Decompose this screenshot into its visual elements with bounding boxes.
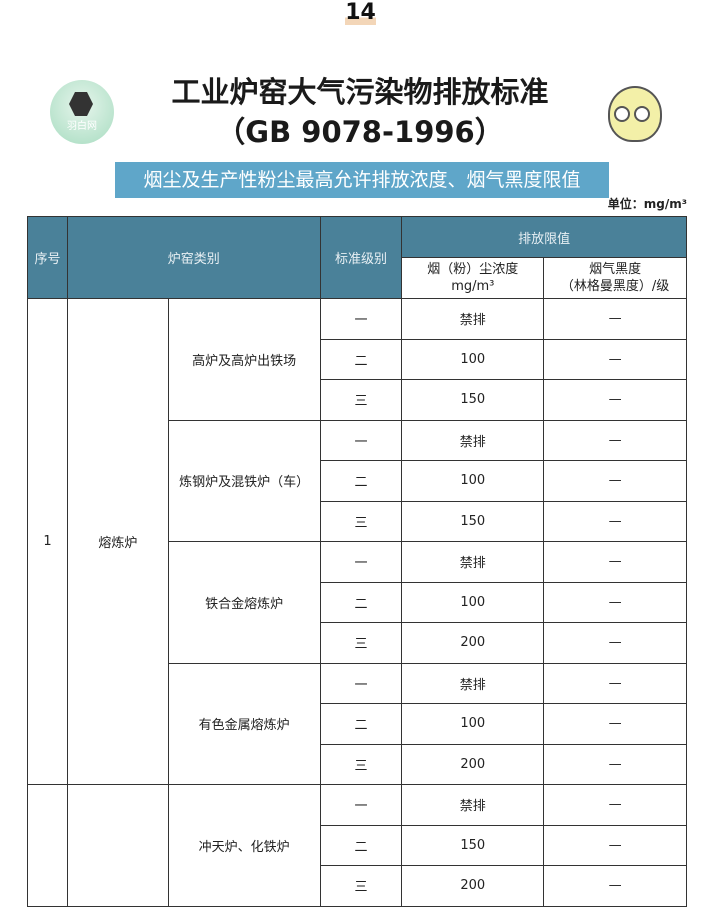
standard-level: 三 <box>319 379 403 421</box>
table-row: 冲天炉、化铁炉一禁排 — <box>27 784 687 907</box>
standard-level: 二 <box>319 460 403 502</box>
row-number <box>27 784 68 907</box>
table-row: 1 熔炼炉 高炉及高炉出铁场一禁排 — <box>27 298 687 785</box>
smoke-limit: — <box>543 460 687 502</box>
table-row: 二 100— <box>28 460 687 502</box>
smoke-limit: — <box>543 298 687 340</box>
standard-level: 二 <box>319 824 403 866</box>
table-row: 三 200— <box>28 622 687 664</box>
dust-limit: 200 <box>401 865 545 907</box>
furnace-type: 炼钢炉及混铁炉（车） <box>167 419 321 542</box>
mascot-icon <box>608 86 662 142</box>
smoke-limit: — <box>543 419 687 461</box>
standard-level: 一 <box>319 419 403 461</box>
emission-table: 序号 炉窑类别 标准级别 排放限值 烟（粉）尘浓度 mg/m³ 烟气黑度 （林格曼黑… <box>27 216 687 907</box>
header-category: 炉窑类别 <box>66 216 321 299</box>
table-row: 有色金属熔炼炉一禁排 — <box>28 662 687 785</box>
standard-level: 一 <box>319 662 403 704</box>
table-row: 炼钢炉及混铁炉（车）一禁排 — <box>28 419 687 542</box>
table-row: 三 150— <box>28 500 687 542</box>
dust-limit: 150 <box>401 379 545 421</box>
header-smoke: 烟气黑度 （林格曼黑度）/级 <box>543 257 687 299</box>
header-dust: 烟（粉）尘浓度 mg/m³ <box>401 257 545 299</box>
dust-limit: 禁排 <box>401 419 545 461</box>
header-no: 序号 <box>27 216 68 299</box>
standard-level: 三 <box>319 743 403 785</box>
smoke-limit: — <box>543 784 687 826</box>
standard-level: 二 <box>319 581 403 623</box>
furnace-category <box>66 784 169 907</box>
standard-level: 一 <box>319 541 403 583</box>
furnace-type: 冲天炉、化铁炉 <box>167 784 321 907</box>
dust-limit: 禁排 <box>401 298 545 340</box>
dust-limit: 100 <box>401 581 545 623</box>
standard-level: 三 <box>319 622 403 664</box>
smoke-limit: — <box>543 662 687 704</box>
smoke-limit: — <box>543 541 687 583</box>
standard-level: 二 <box>319 338 403 380</box>
standard-level: 三 <box>319 500 403 542</box>
smoke-limit: — <box>543 824 687 866</box>
dust-limit: 100 <box>401 460 545 502</box>
furnace-category: 熔炼炉 <box>66 298 169 785</box>
table-row: 二 100— <box>28 703 687 745</box>
smoke-limit: — <box>543 500 687 542</box>
logo-icon <box>69 92 93 116</box>
header-level: 标准级别 <box>319 216 403 299</box>
row-number: 1 <box>27 298 68 785</box>
furnace-type: 高炉及高炉出铁场 <box>167 298 321 421</box>
dust-limit: 200 <box>401 743 545 785</box>
standard-level: 一 <box>319 784 403 826</box>
smoke-limit: — <box>543 622 687 664</box>
furnace-type: 铁合金熔炼炉 <box>167 541 321 664</box>
table-row: 二 100— <box>28 581 687 623</box>
standard-level: 三 <box>319 865 403 907</box>
logo: 羽白网 <box>50 80 114 144</box>
unit-label: 单位：mg/m³ <box>607 197 687 211</box>
smoke-limit: — <box>543 743 687 785</box>
dust-limit: 150 <box>401 824 545 866</box>
dust-limit: 100 <box>401 338 545 380</box>
dust-limit: 禁排 <box>401 541 545 583</box>
table-row: 三 150— <box>28 379 687 421</box>
smoke-limit: — <box>543 703 687 745</box>
standard-level: 二 <box>319 703 403 745</box>
dust-limit: 禁排 <box>401 662 545 704</box>
page-number: 14 <box>345 0 376 25</box>
smoke-limit: — <box>543 865 687 907</box>
dust-limit: 100 <box>401 703 545 745</box>
furnace-type: 有色金属熔炼炉 <box>167 662 321 785</box>
smoke-limit: — <box>543 338 687 380</box>
header-limits: 排放限值 <box>401 216 687 258</box>
table-row: 二 100— <box>28 338 687 380</box>
smoke-limit: — <box>543 379 687 421</box>
dust-limit: 150 <box>401 500 545 542</box>
section-banner: 烟尘及生产性粉尘最高允许排放浓度、烟气黑度限值 <box>115 162 609 198</box>
smoke-limit: — <box>543 581 687 623</box>
dust-limit: 禁排 <box>401 784 545 826</box>
page-title: 工业炉窑大气污染物排放标准 （GB 9078-1996） <box>171 75 549 149</box>
table-row: 铁合金熔炼炉一禁排 — <box>28 541 687 664</box>
dust-limit: 200 <box>401 622 545 664</box>
standard-level: 一 <box>319 298 403 340</box>
